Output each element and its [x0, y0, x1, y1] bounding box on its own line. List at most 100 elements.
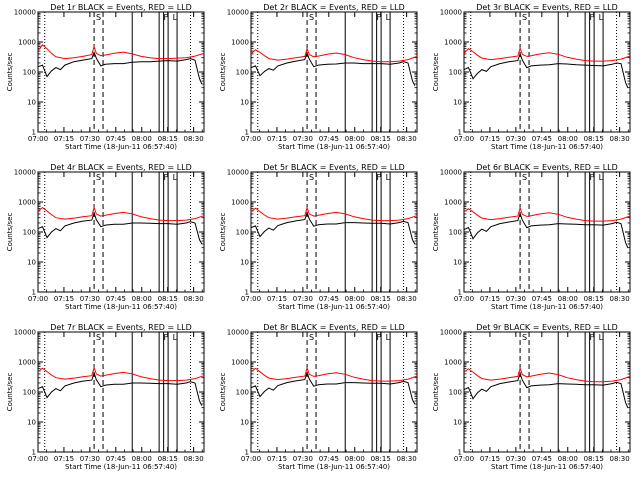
panel-title: Det 9r BLACK = Events, RED = LLD — [476, 323, 618, 332]
x-tick-label: 07:00 — [241, 455, 261, 463]
x-tick-label: 08:00 — [345, 295, 365, 303]
series-line-events — [250, 211, 416, 245]
y-tick-label: 10000 — [227, 329, 249, 337]
series-line-events — [37, 371, 203, 406]
event-marker-label: L — [173, 13, 178, 22]
x-tick-label: 07:00 — [28, 295, 48, 303]
event-marker-label: F — [164, 333, 169, 342]
x-axis-label: Start Time (18-Jun-11 06:57:40) — [65, 143, 177, 151]
event-marker-label: L — [599, 173, 604, 182]
x-tick-label: 07:15 — [480, 455, 500, 463]
x-tick-label: 08:15 — [584, 455, 604, 463]
event-marker-label: F — [164, 173, 169, 182]
x-tick-label: 07:00 — [454, 295, 474, 303]
event-marker-label: F — [377, 13, 382, 22]
y-axis-label: Counts/sec — [219, 53, 227, 92]
y-tick-label: 100 — [236, 389, 249, 397]
x-tick-label: 08:30 — [610, 135, 630, 143]
x-tick-label: 08:15 — [158, 295, 178, 303]
series-line-events — [250, 51, 416, 86]
series-line-lld — [250, 206, 418, 222]
series-line-events — [463, 212, 629, 248]
y-tick-label: 100 — [236, 229, 249, 237]
x-tick-label: 07:15 — [267, 295, 287, 303]
y-tick-label: 1 — [32, 449, 36, 457]
event-marker-label: L — [386, 173, 391, 182]
y-tick-label: 1 — [245, 449, 249, 457]
y-tick-label: 1 — [458, 289, 462, 297]
x-tick-label: 07:30 — [80, 455, 100, 463]
series-line-lld — [37, 44, 205, 60]
x-tick-label: 07:15 — [480, 135, 500, 143]
event-marker-label: S — [96, 13, 101, 22]
y-tick-label: 1000 — [231, 199, 249, 207]
y-axis-label: Counts/sec — [6, 213, 14, 252]
y-tick-label: 1 — [32, 129, 36, 137]
x-tick-label: 08:00 — [132, 135, 152, 143]
series-line-lld — [250, 366, 418, 382]
plot-frame — [463, 171, 631, 293]
x-tick-label: 08:00 — [558, 455, 578, 463]
panel-title: Det 2r BLACK = Events, RED = LLD — [263, 3, 405, 12]
event-marker-label: S — [522, 13, 527, 22]
x-tick-label: 08:30 — [610, 455, 630, 463]
x-tick-label: 07:30 — [506, 135, 526, 143]
x-tick-label: 07:15 — [480, 295, 500, 303]
plot-frame — [250, 171, 418, 293]
panel-7: Det 7r BLACK = Events, RED = LLD 1 10 100 10… — [6, 323, 205, 471]
x-tick-label: 08:00 — [345, 135, 365, 143]
panel-1: Det 1r BLACK = Events, RED = LLD 1 10 100 10… — [6, 3, 205, 151]
y-axis-label: Counts/sec — [219, 373, 227, 412]
x-tick-label: 07:45 — [319, 455, 339, 463]
y-tick-label: 10 — [453, 99, 462, 107]
panel-9: Det 9r BLACK = Events, RED = LLD 1 10 100 10… — [432, 323, 631, 471]
x-tick-label: 08:15 — [584, 135, 604, 143]
x-tick-label: 07:45 — [532, 455, 552, 463]
x-tick-label: 08:30 — [397, 135, 417, 143]
y-axis-label: Counts/sec — [6, 53, 14, 92]
x-tick-label: 08:15 — [158, 455, 178, 463]
plot-frame — [250, 331, 418, 453]
event-marker-label: S — [309, 173, 314, 182]
x-tick-label: 08:00 — [558, 295, 578, 303]
event-marker-label: F — [164, 13, 169, 22]
y-axis-label: Counts/sec — [432, 213, 440, 252]
y-axis-label: Counts/sec — [432, 373, 440, 412]
x-tick-label: 07:00 — [454, 455, 474, 463]
y-tick-label: 100 — [23, 389, 36, 397]
series-line-events — [463, 52, 629, 88]
panel-2: Det 2r BLACK = Events, RED = LLD 1 10 100 10… — [219, 3, 418, 151]
x-tick-label: 07:15 — [54, 135, 74, 143]
x-tick-label: 07:15 — [54, 295, 74, 303]
x-tick-label: 07:45 — [532, 295, 552, 303]
event-marker-label: S — [96, 333, 101, 342]
event-marker-label: F — [377, 173, 382, 182]
x-tick-label: 07:30 — [293, 135, 313, 143]
y-tick-label: 10 — [453, 259, 462, 267]
x-tick-label: 08:30 — [184, 135, 204, 143]
y-tick-label: 1000 — [231, 39, 249, 47]
panel-title: Det 7r BLACK = Events, RED = LLD — [50, 323, 192, 332]
x-tick-label: 08:00 — [345, 455, 365, 463]
x-tick-label: 07:30 — [80, 135, 100, 143]
y-tick-label: 10000 — [440, 329, 462, 337]
panel-title: Det 8r BLACK = Events, RED = LLD — [263, 323, 405, 332]
x-tick-label: 07:45 — [532, 135, 552, 143]
y-tick-label: 10000 — [227, 9, 249, 17]
y-tick-label: 10 — [240, 259, 249, 267]
panel-title: Det 3r BLACK = Events, RED = LLD — [476, 3, 618, 12]
event-marker-label: F — [590, 173, 595, 182]
plot-frame — [37, 171, 205, 293]
event-marker-label: S — [309, 333, 314, 342]
x-tick-label: 08:15 — [371, 135, 391, 143]
x-tick-label: 07:45 — [319, 295, 339, 303]
panel-title: Det 1r BLACK = Events, RED = LLD — [50, 3, 192, 12]
y-axis-label: Counts/sec — [6, 373, 14, 412]
y-tick-label: 1000 — [444, 199, 462, 207]
plot-frame — [463, 331, 631, 453]
series-line-events — [37, 50, 203, 85]
y-tick-label: 1 — [245, 129, 249, 137]
series-line-lld — [463, 366, 631, 383]
event-marker-label: L — [173, 333, 178, 342]
event-marker-label: S — [522, 333, 527, 342]
